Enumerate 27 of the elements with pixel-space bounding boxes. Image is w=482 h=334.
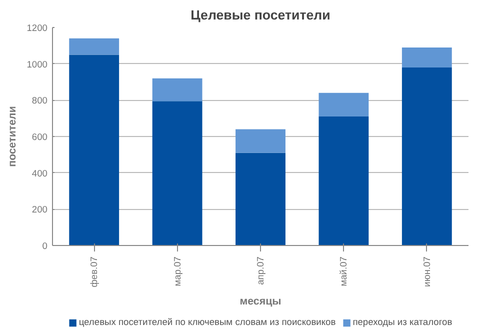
bar — [152, 101, 202, 246]
bar — [402, 47, 452, 68]
bar — [69, 54, 120, 246]
y-axis-title: посетители — [6, 106, 19, 167]
x-tick-label: май.07 — [338, 256, 349, 286]
x-tick-label: июн.07 — [422, 256, 432, 287]
bar — [69, 38, 120, 55]
y-tick-label: 400 — [32, 168, 48, 178]
y-tick-label: 1000 — [26, 59, 48, 70]
y-tick-label: 0 — [42, 241, 48, 251]
bar — [152, 78, 202, 102]
x-tick-label: мар.07 — [172, 256, 182, 286]
bar — [236, 152, 286, 246]
x-tick-label: апр.07 — [256, 256, 266, 285]
y-tick-label: 200 — [32, 204, 48, 215]
bar — [318, 116, 369, 246]
x-axis-title: месяцы — [240, 295, 282, 308]
chart-title: Целевые посетители — [190, 8, 330, 22]
y-tick-label: 600 — [32, 132, 48, 142]
bar — [318, 92, 369, 117]
y-tick-label: 800 — [32, 96, 48, 106]
x-tick-label: фев.07 — [89, 256, 100, 288]
bar — [402, 67, 452, 246]
legend-label: переходы из каталогов — [352, 317, 452, 327]
legend-label: целевых посетителей по ключевым словам из поисковиков — [78, 317, 336, 327]
bar — [236, 129, 286, 153]
y-tick-label: 1200 — [26, 23, 48, 33]
